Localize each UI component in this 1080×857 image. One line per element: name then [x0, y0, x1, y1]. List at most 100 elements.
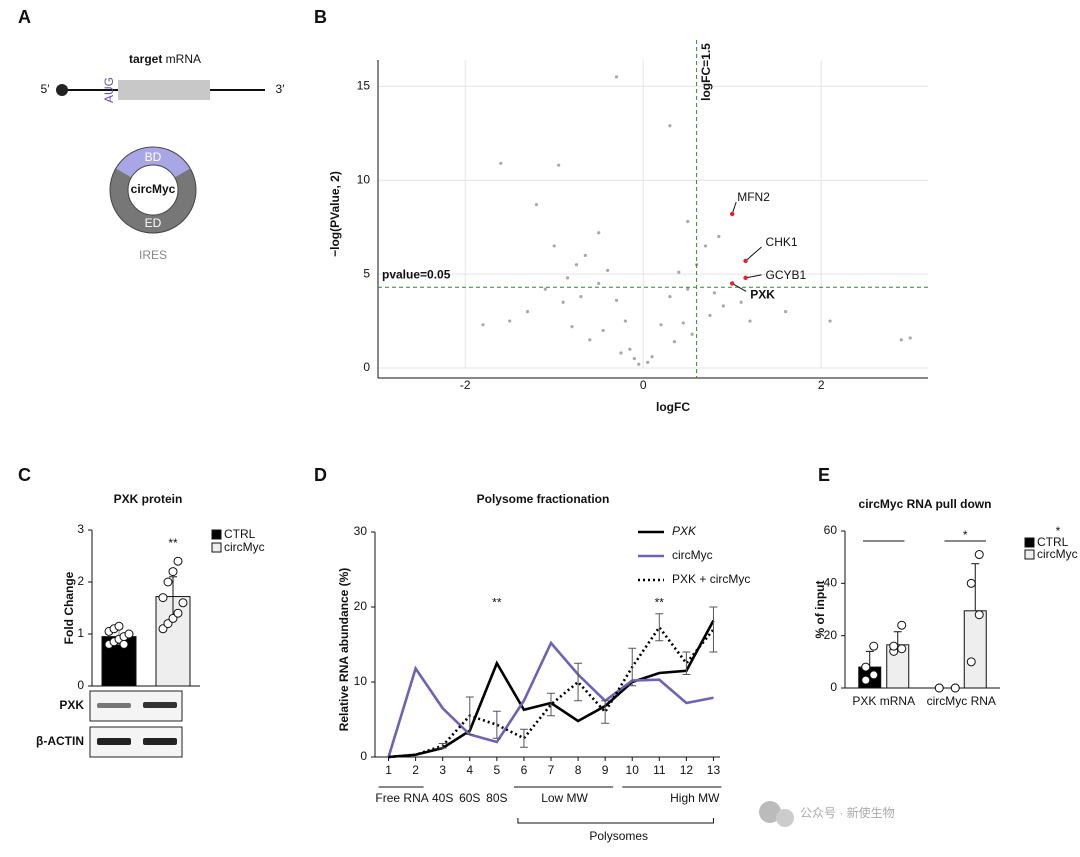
watermark-text: 公众号 · 新使生物 [800, 805, 895, 820]
point [614, 75, 619, 79]
point [565, 276, 570, 280]
fraction-label: High MW [670, 791, 720, 805]
watermark: 公众号 · 新使生物 [759, 801, 895, 827]
five-prime: 5′ [41, 82, 51, 96]
point [632, 357, 636, 361]
point [481, 323, 485, 327]
bd-label: BD [145, 150, 162, 164]
panel-label: B [314, 7, 327, 27]
cap [56, 84, 68, 96]
threshold-label: logFC=1.5 [699, 43, 713, 101]
data-point [178, 598, 188, 608]
y-tick-label: 0 [77, 678, 84, 692]
y-tick-label: 20 [824, 628, 838, 642]
x-tick-label: PXK mRNA [852, 694, 915, 708]
point [597, 281, 601, 286]
panel-label: E [818, 465, 830, 485]
bar [858, 666, 882, 689]
legend-label: CTRL [224, 527, 256, 541]
point [908, 336, 912, 340]
data-point [897, 644, 907, 654]
data-point [974, 550, 984, 560]
point [668, 295, 672, 299]
point [574, 263, 579, 267]
y-tick-label: 2 [77, 574, 84, 588]
chart-title: Polysome fractionation [477, 492, 610, 506]
fraction-label: Polysomes [589, 829, 648, 843]
data-point [869, 670, 879, 680]
point [650, 355, 654, 359]
point [717, 234, 721, 239]
legend-label: PXK + circMyc [672, 572, 750, 586]
data-point [950, 683, 960, 693]
y-axis-label: −log(PValue, 2) [328, 171, 342, 257]
panel-label: D [314, 465, 327, 485]
highlight-point [730, 211, 735, 217]
data-point [966, 578, 976, 588]
x-tick-label: 2 [412, 763, 419, 777]
point [583, 253, 587, 257]
wm-icon [776, 809, 794, 827]
x-tick-label: 12 [680, 763, 694, 777]
point [557, 163, 561, 167]
mrna-word: mRNA [166, 52, 201, 66]
legend-label: circMyc [672, 548, 713, 562]
point [534, 203, 539, 207]
point [543, 287, 547, 291]
point [677, 270, 681, 274]
point [659, 323, 663, 327]
point [637, 362, 641, 366]
x-tick-label: -2 [460, 378, 471, 392]
legend-label: circMyc [1037, 547, 1078, 561]
y-axis-label: Fold Change [62, 571, 76, 644]
x-tick-label: 7 [548, 763, 555, 777]
point [628, 347, 632, 351]
point [614, 298, 619, 302]
three-prime: 3′ [276, 82, 286, 96]
data-point [869, 641, 879, 651]
cds [118, 80, 210, 100]
y-tick-label: 0 [360, 749, 367, 763]
blot-label: PXK [59, 698, 84, 712]
point [703, 244, 708, 248]
highlight-point [743, 275, 748, 281]
highlight-label: MFN2 [737, 190, 770, 204]
point [499, 161, 503, 165]
leader-line [745, 274, 762, 279]
point [784, 310, 788, 314]
fraction-label: 80S [486, 791, 507, 805]
y-axis-label: % of input [813, 581, 827, 639]
chart-title: PXK protein [114, 492, 183, 506]
data-point [934, 683, 944, 693]
y-tick-label: 15 [357, 78, 371, 92]
x-tick-label: 13 [707, 763, 721, 777]
point [508, 319, 512, 323]
point [601, 328, 605, 333]
data-point [173, 556, 183, 566]
legend-swatch [1024, 549, 1035, 560]
highlight-point [743, 258, 748, 264]
point [588, 338, 592, 342]
legend-swatch [1024, 537, 1035, 548]
point [668, 124, 672, 128]
point [525, 310, 530, 314]
data-point [897, 620, 907, 630]
wm-icon [759, 801, 781, 823]
point [739, 300, 743, 304]
point [672, 340, 676, 344]
ring-bd [115, 147, 191, 178]
legend-swatch [211, 542, 222, 553]
point [766, 295, 770, 299]
ed-label: ED [145, 216, 162, 230]
x-tick-label: circMyc RNA [927, 694, 996, 708]
point [748, 319, 752, 323]
leader-line [731, 283, 747, 292]
blot-band [97, 703, 131, 708]
point [561, 300, 565, 304]
x-tick-label: 0 [640, 378, 647, 392]
point [552, 244, 556, 248]
y-tick-label: 1 [77, 626, 84, 640]
data-point [889, 641, 899, 651]
y-tick-label: 30 [354, 524, 368, 538]
